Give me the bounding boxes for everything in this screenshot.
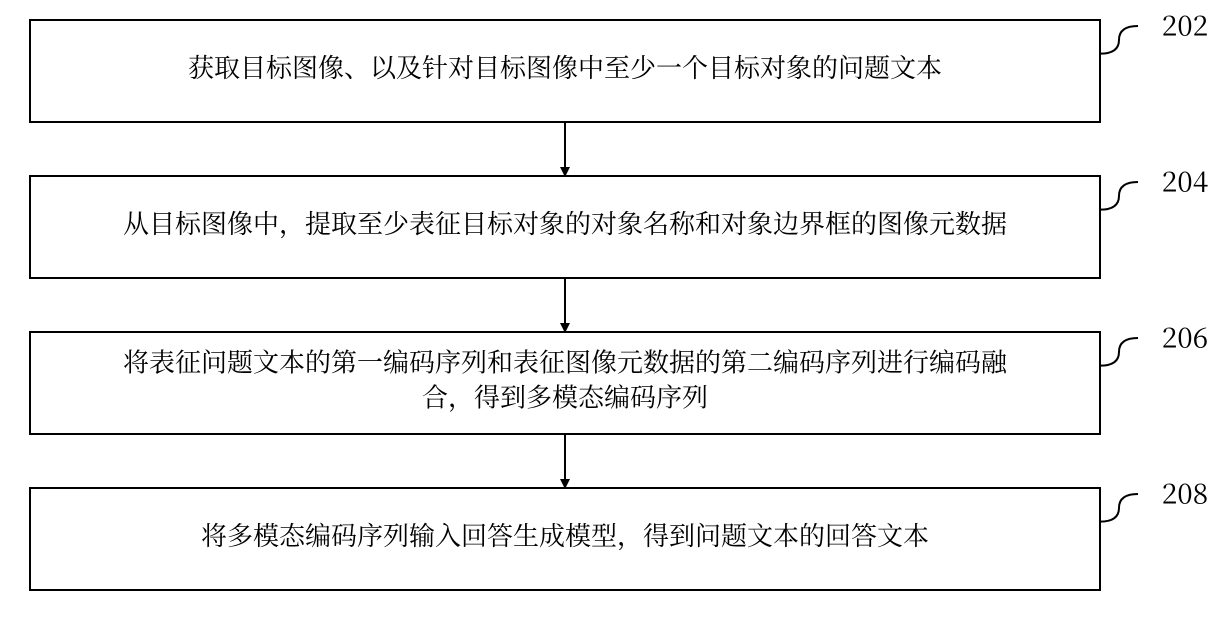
- flow-step-label: 206: [1162, 316, 1208, 356]
- flow-step-208: 将多模态编码序列输入回答生成模型，得到问题文本的回答文本 208: [30, 472, 1208, 590]
- flow-step-text: 合，得到多模态编码序列: [422, 377, 708, 414]
- label-connector: [1100, 26, 1138, 54]
- label-connector: [1100, 494, 1138, 522]
- flow-step-label: 202: [1162, 4, 1208, 44]
- flow-step-text: 从目标图像中，提取至少表征目标对象的对象名称和对象边界框的图像元数据: [123, 204, 1007, 241]
- flow-step-text: 获取目标图像、以及针对目标图像中至少一个目标对象的问题文本: [188, 48, 942, 85]
- flow-step-204: 从目标图像中，提取至少表征目标对象的对象名称和对象边界框的图像元数据 204: [30, 160, 1208, 278]
- flowchart: 获取目标图像、以及针对目标图像中至少一个目标对象的问题文本 202 从目标图像中，提…: [0, 0, 1231, 643]
- label-connector: [1100, 338, 1138, 366]
- label-connector: [1100, 182, 1138, 210]
- flow-step-text: 将多模态编码序列输入回答生成模型，得到问题文本的回答文本: [201, 516, 929, 553]
- flow-step-206: 将表征问题文本的第一编码序列和表征图像元数据的第二编码序列进行编码融合，得到多模…: [30, 316, 1208, 434]
- flow-step-text: 将表征问题文本的第一编码序列和表征图像元数据的第二编码序列进行编码融: [123, 342, 1008, 379]
- flow-step-label: 208: [1162, 472, 1208, 512]
- flow-step-label: 204: [1162, 160, 1208, 200]
- flow-step-202: 获取目标图像、以及针对目标图像中至少一个目标对象的问题文本 202: [30, 4, 1208, 122]
